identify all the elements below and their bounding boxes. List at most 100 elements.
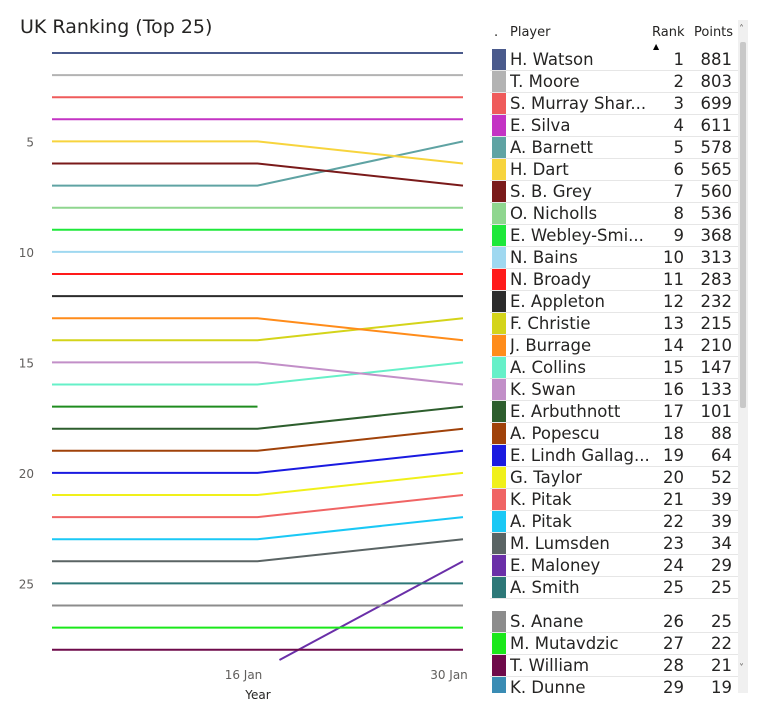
- scroll-up-icon[interactable]: ˄: [739, 24, 744, 35]
- y-tick-label: 10: [19, 246, 34, 260]
- series-color-swatch: [492, 335, 506, 356]
- table-row[interactable]: E. Arbuthnott 17 101: [490, 401, 738, 423]
- rank-cell: 7: [673, 182, 685, 201]
- rank-cell: 27: [663, 634, 684, 653]
- header-rank[interactable]: Rank: [652, 25, 685, 40]
- points-cell: 368: [700, 226, 733, 245]
- series-line[interactable]: [52, 516, 464, 541]
- header-player[interactable]: Player: [510, 25, 551, 40]
- table-row[interactable]: O. Nicholls 8 536: [490, 203, 738, 225]
- series-color-swatch: [492, 137, 506, 158]
- series-color-swatch: [492, 489, 506, 510]
- points-cell: 803: [700, 72, 733, 91]
- series-line[interactable]: [52, 538, 464, 563]
- player-cell: F. Christie: [510, 314, 591, 333]
- table-row[interactable]: G. Taylor 20 52: [490, 467, 738, 489]
- series-color-swatch: [492, 655, 506, 676]
- rank-cell: 22: [663, 512, 684, 531]
- table-row[interactable]: E. Webley-Smi... 9 368: [490, 225, 738, 247]
- points-cell: 29: [711, 556, 732, 575]
- table-row[interactable]: K. Pitak 21 39: [490, 489, 738, 511]
- scrollbar-thumb[interactable]: [740, 42, 746, 408]
- player-cell: N. Bains: [510, 248, 578, 267]
- rank-cell: 10: [663, 248, 684, 267]
- series-color-swatch: [492, 611, 506, 632]
- series-line[interactable]: [52, 449, 464, 474]
- series-color-swatch: [492, 577, 506, 598]
- points-cell: 565: [700, 160, 733, 179]
- points-cell: 39: [711, 490, 732, 509]
- table-row[interactable]: K. Swan 16 133: [490, 379, 738, 401]
- rank-cell: 6: [673, 160, 685, 179]
- table-row[interactable]: N. Bains 10 313: [490, 247, 738, 269]
- table-row[interactable]: J. Burrage 14 210: [490, 335, 738, 357]
- player-cell: N. Broady: [510, 270, 592, 289]
- table-row[interactable]: E. Silva 4 611: [490, 115, 738, 137]
- table-row[interactable]: T. Moore 2 803: [490, 71, 738, 93]
- header-points[interactable]: Points: [694, 25, 734, 40]
- series-color-swatch: [492, 225, 506, 246]
- player-cell: K. Swan: [510, 380, 576, 399]
- series-color-swatch: [492, 379, 506, 400]
- table-row[interactable]: A. Barnett 5 578: [490, 137, 738, 159]
- points-cell: 147: [700, 358, 733, 377]
- scroll-down-icon[interactable]: ˅: [739, 663, 744, 674]
- series-color-swatch: [492, 49, 506, 70]
- series-line[interactable]: [52, 317, 464, 342]
- series-color-swatch: [492, 181, 506, 202]
- rank-cell: 25: [663, 578, 684, 597]
- table-row[interactable]: A. Smith 25 25: [490, 577, 738, 599]
- y-tick-label: 15: [19, 356, 34, 370]
- table-row[interactable]: E. Lindh Gallag... 19 64: [490, 445, 738, 467]
- series-color-swatch: [492, 633, 506, 654]
- series-color-swatch: [492, 555, 506, 576]
- x-tick-label: 30 Jan: [430, 668, 468, 682]
- table-row[interactable]: H. Watson 1 881: [490, 49, 738, 71]
- table-row[interactable]: A. Collins 15 147: [490, 357, 738, 379]
- rank-cell: 23: [663, 534, 684, 553]
- series-line[interactable]: [52, 361, 464, 386]
- series-line[interactable]: [52, 405, 464, 430]
- series-line[interactable]: [278, 560, 464, 661]
- player-cell: G. Taylor: [510, 468, 582, 487]
- series-color-swatch: [492, 291, 506, 312]
- series-line[interactable]: [52, 427, 464, 452]
- series-line[interactable]: [52, 317, 464, 342]
- series-color-swatch: [492, 677, 506, 693]
- table-row[interactable]: S. B. Grey 7 560: [490, 181, 738, 203]
- series-color-swatch: [492, 401, 506, 422]
- series-color-swatch: [492, 247, 506, 268]
- rank-cell: 28: [663, 656, 684, 675]
- table-row[interactable]: N. Broady 11 283: [490, 269, 738, 291]
- player-cell: S. B. Grey: [510, 182, 592, 201]
- rank-cell: 3: [673, 94, 685, 113]
- points-cell: 611: [700, 116, 733, 135]
- table-row[interactable]: T. William 28 21: [490, 655, 738, 677]
- table-row[interactable]: M. Lumsden 23 34: [490, 533, 738, 555]
- table-row[interactable]: K. Dunne 29 19: [490, 677, 738, 693]
- table-row[interactable]: M. Mutavdzic 27 22: [490, 633, 738, 655]
- table-row[interactable]: H. Dart 6 565: [490, 159, 738, 181]
- rank-cell: 1: [673, 50, 685, 69]
- series-line[interactable]: [52, 162, 464, 187]
- table-row[interactable]: S. Murray Shar... 3 699: [490, 93, 738, 115]
- points-cell: 313: [700, 248, 733, 267]
- series-line[interactable]: [52, 361, 464, 386]
- rank-cell: 2: [673, 72, 685, 91]
- table-row[interactable]: S. Anane 26 25: [490, 611, 738, 633]
- series-line[interactable]: [52, 471, 464, 496]
- table-row[interactable]: A. Pitak 22 39: [490, 511, 738, 533]
- series-line[interactable]: [52, 140, 464, 165]
- player-cell: H. Watson: [510, 50, 594, 69]
- series-line[interactable]: [52, 494, 464, 519]
- series-color-swatch: [492, 115, 506, 136]
- player-cell: H. Dart: [510, 160, 569, 179]
- points-cell: 215: [700, 314, 733, 333]
- header-dot: .: [494, 25, 499, 40]
- rank-cell: 8: [673, 204, 685, 223]
- table-row[interactable]: F. Christie 13 215: [490, 313, 738, 335]
- table-row[interactable]: E. Appleton 12 232: [490, 291, 738, 313]
- table-row[interactable]: E. Maloney 24 29: [490, 555, 738, 577]
- table-row[interactable]: A. Popescu 18 88: [490, 423, 738, 445]
- y-tick-label: 5: [26, 135, 34, 149]
